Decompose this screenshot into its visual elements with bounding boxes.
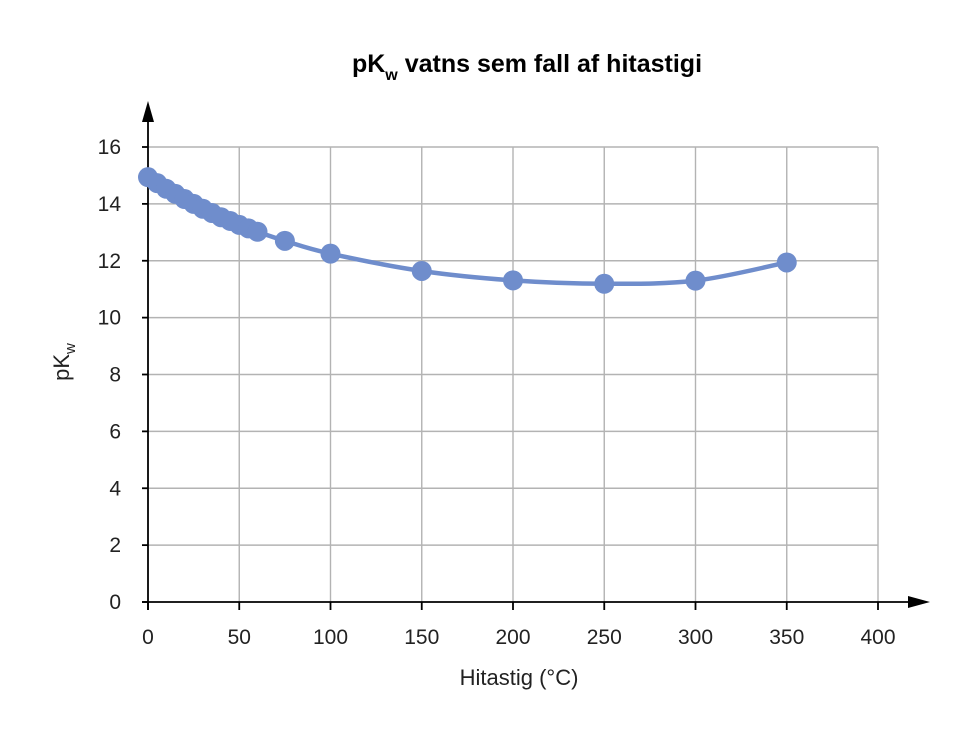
chart-title: pKw vatns sem fall af hitastigi bbox=[352, 50, 702, 84]
data-point bbox=[411, 260, 432, 281]
x-tick-label: 100 bbox=[313, 626, 348, 649]
x-tick-label: 150 bbox=[404, 626, 439, 649]
y-tick-label: 16 bbox=[98, 136, 121, 159]
axes bbox=[142, 101, 930, 610]
x-tick-label: 50 bbox=[228, 626, 251, 649]
tick-labels: 0 50 100 150 200 250 300 350 400 0 2 4 6 8 10 12 14 16 bbox=[98, 136, 896, 649]
x-axis-arrow bbox=[908, 596, 930, 608]
data-point bbox=[685, 270, 706, 291]
y-tick-label: 2 bbox=[109, 534, 121, 557]
x-tick-label: 200 bbox=[495, 626, 530, 649]
y-tick-label: 8 bbox=[109, 364, 121, 387]
y-tick-label: 14 bbox=[98, 193, 122, 216]
x-tick-label: 0 bbox=[142, 626, 154, 649]
y-tick-label: 4 bbox=[109, 477, 121, 500]
data-point bbox=[274, 230, 295, 251]
series bbox=[138, 167, 797, 294]
x-tick-label: 350 bbox=[769, 626, 804, 649]
y-tick-label: 10 bbox=[98, 307, 121, 330]
y-tick-label: 6 bbox=[109, 420, 121, 443]
data-point bbox=[503, 270, 523, 291]
data-point bbox=[776, 252, 797, 273]
x-tick-label: 250 bbox=[587, 626, 622, 649]
y-axis-arrow bbox=[142, 101, 154, 122]
data-point bbox=[247, 221, 268, 242]
y-tick-label: 12 bbox=[98, 250, 121, 273]
y-axis-label-subscript: w bbox=[62, 343, 79, 355]
y-axis-label: pKw bbox=[49, 343, 79, 381]
y-axis-label-main: pK bbox=[49, 354, 74, 381]
data-point bbox=[320, 243, 341, 264]
x-tick-label: 400 bbox=[860, 626, 895, 649]
title-main: pK bbox=[352, 50, 385, 78]
grid bbox=[148, 146, 879, 602]
title-subscript: w bbox=[384, 67, 398, 84]
data-point bbox=[594, 273, 615, 294]
title-rest: vatns sem fall af hitastigi bbox=[398, 50, 702, 78]
x-axis-label: Hitastig (°C) bbox=[460, 665, 579, 690]
x-tick-label: 300 bbox=[678, 626, 713, 649]
y-tick-label: 0 bbox=[109, 591, 121, 614]
